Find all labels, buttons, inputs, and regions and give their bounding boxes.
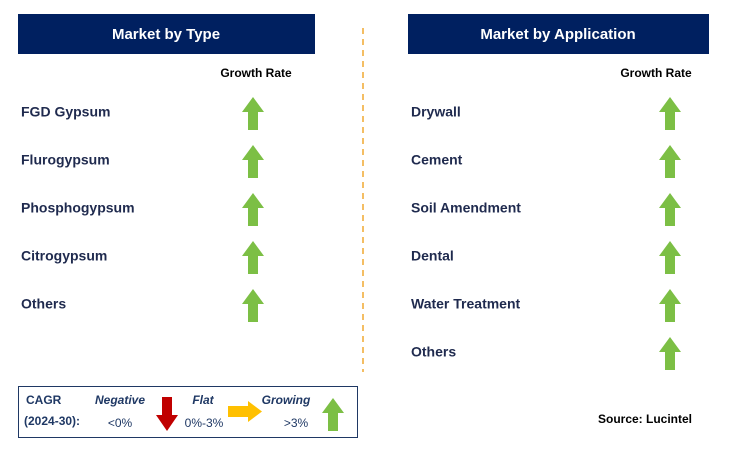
legend-negative-range: <0% (108, 416, 133, 430)
segment-label: Dental (411, 248, 454, 264)
legend-label: CAGR (26, 393, 62, 407)
legend-growing: Growing (262, 393, 311, 407)
growth-arrow (659, 193, 681, 226)
up-arrow-icon (322, 398, 344, 431)
left-column-header: Growth Rate (220, 66, 292, 80)
legend-growing-range: >3% (284, 416, 309, 430)
source: Source: Lucintel (598, 412, 692, 426)
segment-label: FGD Gypsum (21, 104, 110, 120)
segment-label: Water Treatment (411, 296, 521, 312)
segment-label: Soil Amendment (411, 200, 521, 216)
growth-arrow (659, 289, 681, 322)
left-title: Market by Type (112, 26, 220, 43)
segment-label: Drywall (411, 104, 461, 120)
segment-label: Cement (411, 152, 463, 168)
right-header-box (408, 14, 709, 54)
growth-arrow (242, 289, 264, 322)
legend-period: (2024-30): (24, 414, 80, 428)
legend-flat: Flat (192, 393, 214, 407)
growth-arrow (242, 193, 264, 226)
right-title: Market by Application (480, 26, 635, 43)
growth-arrow (242, 97, 264, 130)
legend-negative: Negative (95, 393, 145, 407)
segment-label: Flurogypsum (21, 152, 110, 168)
segment-label: Others (21, 296, 66, 312)
legend-box (18, 386, 358, 438)
growth-arrow (659, 337, 681, 370)
growth-arrow (659, 97, 681, 130)
growth-arrow (242, 241, 264, 274)
growth-arrow (659, 241, 681, 274)
down-arrow-icon (156, 397, 178, 431)
segment-label: Citrogypsum (21, 248, 107, 264)
left-header-box (18, 14, 315, 54)
right-column-header: Growth Rate (620, 66, 692, 80)
segment-label: Others (411, 344, 456, 360)
growth-arrow (242, 145, 264, 178)
flat-arrow-icon (228, 401, 262, 422)
growth-arrow (659, 145, 681, 178)
segment-label: Phosphogypsum (21, 200, 135, 216)
legend-flat-range: 0%-3% (185, 416, 224, 430)
